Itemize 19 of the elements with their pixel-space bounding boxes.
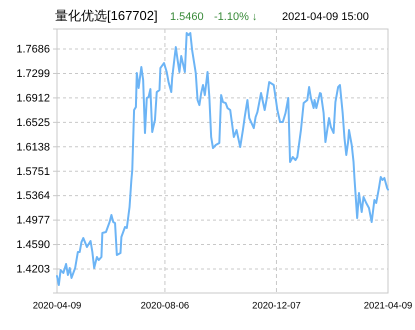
x-tick-label: 2020-04-09 bbox=[32, 300, 82, 312]
line-series bbox=[56, 32, 389, 286]
y-tick-label: 1.7299 bbox=[16, 68, 50, 80]
x-tick-label: 2020-12-07 bbox=[252, 300, 301, 312]
text: -1.10% ↓ bbox=[214, 11, 258, 23]
text: 1.5460 bbox=[170, 11, 204, 23]
y-tick-label: 1.4590 bbox=[16, 239, 50, 252]
y-tick-label: 1.4977 bbox=[16, 214, 50, 227]
y-tick-label: 1.5751 bbox=[16, 166, 50, 178]
y-tick-label: 1.5364 bbox=[16, 190, 50, 202]
y-tick-label: 1.6525 bbox=[16, 116, 50, 129]
y-tick-label: 1.6912 bbox=[16, 92, 50, 104]
y-tick-label: 1.6138 bbox=[16, 141, 50, 154]
x-tick-label: 2020-08-06 bbox=[140, 300, 190, 312]
y-tick-label: 1.7686 bbox=[16, 44, 50, 56]
x-tick-label: 2021-04-09 bbox=[364, 300, 412, 312]
chart-title: 量化优选[167702] bbox=[55, 8, 158, 23]
y-tick-label: 1.4203 bbox=[16, 264, 50, 276]
text: 2021-04-09 15:00 bbox=[282, 11, 369, 23]
